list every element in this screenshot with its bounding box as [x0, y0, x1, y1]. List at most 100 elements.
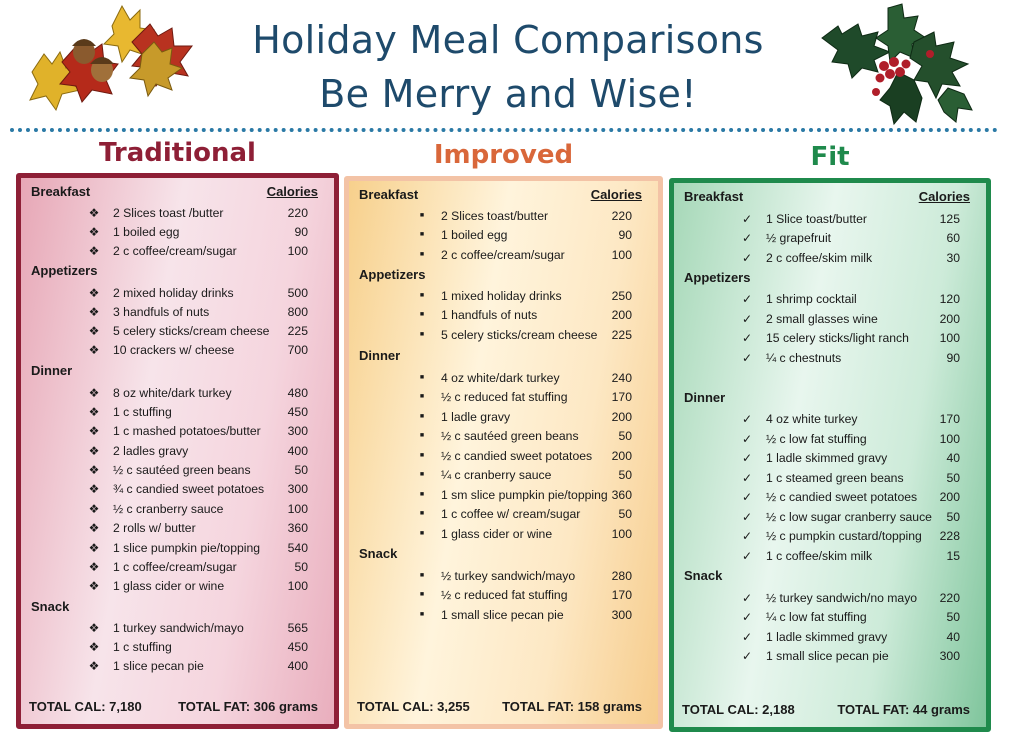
list-item: ■ 2 Slices toast/butter 220 — [349, 207, 658, 225]
list-item: ✓ 2 small glasses wine 200 — [674, 310, 986, 328]
list-item: ✓ 1 ladle skimmed gravy 40 — [674, 628, 986, 646]
diamond-bullet-icon: ❖ — [88, 424, 100, 438]
list-item: ❖ 2 rolls w/ butter 360 — [21, 519, 334, 537]
square-bullet-icon: ■ — [419, 292, 425, 299]
list-item: ■ 1 handfuls of nuts 200 — [349, 306, 658, 324]
diamond-bullet-icon: ❖ — [88, 521, 100, 535]
total-calories: TOTAL CAL: 2,188 — [682, 702, 795, 717]
diamond-bullet-icon: ❖ — [88, 579, 100, 593]
page-title: Holiday Meal Comparisons — [252, 18, 764, 62]
list-item: ✓ ¼ c low fat stuffing 50 — [674, 608, 986, 626]
list-item: ■ 5 celery sticks/cream cheese 225 — [349, 326, 658, 344]
diamond-bullet-icon: ❖ — [88, 621, 100, 635]
diamond-bullet-icon: ❖ — [88, 444, 100, 458]
list-item: ❖ 2 mixed holiday drinks 500 — [21, 284, 334, 302]
section-heading-dinner: Dinner — [31, 363, 73, 378]
square-bullet-icon: ■ — [419, 374, 425, 381]
list-item: ❖ ½ c sautéed green beans 50 — [21, 461, 334, 479]
list-item: ■ 1 small slice pecan pie 300 — [349, 606, 658, 624]
list-item: ❖ 8 oz white/dark turkey 480 — [21, 384, 334, 402]
list-item: ✓ ¼ c chestnuts 90 — [674, 349, 986, 367]
list-item: ✓ 4 oz white turkey 170 — [674, 410, 986, 428]
diamond-bullet-icon: ❖ — [88, 640, 100, 654]
diamond-bullet-icon: ❖ — [88, 225, 100, 239]
square-bullet-icon: ■ — [419, 572, 425, 579]
diamond-bullet-icon: ❖ — [88, 541, 100, 555]
list-item: ■ 2 c coffee/cream/sugar 100 — [349, 246, 658, 264]
square-bullet-icon: ■ — [419, 251, 425, 258]
diamond-bullet-icon: ❖ — [88, 324, 100, 338]
list-item: ✓ 2 c coffee/skim milk 30 — [674, 249, 986, 267]
square-bullet-icon: ■ — [419, 413, 425, 420]
list-item: ❖ 1 boiled egg 90 — [21, 223, 334, 241]
diamond-bullet-icon: ❖ — [88, 482, 100, 496]
checkmark-icon: ✓ — [741, 451, 753, 465]
list-item: ✓ ½ grapefruit 60 — [674, 229, 986, 247]
checkmark-icon: ✓ — [741, 649, 753, 663]
square-bullet-icon: ■ — [419, 510, 425, 517]
list-item: ❖ 2 Slices toast /butter 220 — [21, 204, 334, 222]
total-fat: TOTAL FAT: 158 grams — [502, 699, 642, 714]
list-item: ❖ 2 ladles gravy 400 — [21, 442, 334, 460]
list-item: ❖ 2 c coffee/cream/sugar 100 — [21, 242, 334, 260]
square-bullet-icon: ■ — [419, 611, 425, 618]
list-item: ■ ¼ c cranberry sauce 50 — [349, 466, 658, 484]
autumn-leaves-acorns-icon — [29, 4, 193, 112]
section-heading-appetizers: Appetizers — [684, 270, 751, 285]
square-bullet-icon: ■ — [419, 491, 425, 498]
list-item: ✓ 1 c coffee/skim milk 15 — [674, 547, 986, 565]
checkmark-icon: ✓ — [741, 630, 753, 644]
checkmark-icon: ✓ — [741, 292, 753, 306]
list-item: ■ ½ c reduced fat stuffing 170 — [349, 388, 658, 406]
diamond-bullet-icon: ❖ — [88, 659, 100, 673]
square-bullet-icon: ■ — [419, 212, 425, 219]
holly-berries-icon — [821, 3, 973, 126]
list-item: ❖ 10 crackers w/ cheese 700 — [21, 341, 334, 359]
list-item: ■ ½ c reduced fat stuffing 170 — [349, 586, 658, 604]
list-item: ■ 1 sm slice pumpkin pie/topping 360 — [349, 486, 658, 504]
section-heading-breakfast: Breakfast — [31, 184, 91, 199]
list-item: ❖ 5 celery sticks/cream cheese 225 — [21, 322, 334, 340]
total-fat: TOTAL FAT: 44 grams — [837, 702, 970, 717]
section-heading-snack: Snack — [359, 546, 398, 561]
checkmark-icon: ✓ — [741, 610, 753, 624]
square-bullet-icon: ■ — [419, 530, 425, 537]
checkmark-icon: ✓ — [741, 432, 753, 446]
list-item: ✓ ½ c candied sweet potatoes 200 — [674, 488, 986, 506]
calories-header: Calories — [266, 184, 318, 199]
list-item: ❖ ½ c cranberry sauce 100 — [21, 500, 334, 518]
section-heading-appetizers: Appetizers — [31, 263, 98, 278]
calories-header: Calories — [590, 187, 642, 202]
list-item: ❖ 1 c coffee/cream/sugar 50 — [21, 558, 334, 576]
checkmark-icon: ✓ — [741, 412, 753, 426]
diamond-bullet-icon: ❖ — [88, 244, 100, 258]
list-item: ✓ 1 shrimp cocktail 120 — [674, 290, 986, 308]
list-item: ✓ 1 c steamed green beans 50 — [674, 469, 986, 487]
list-item: ✓ 1 ladle skimmed gravy 40 — [674, 449, 986, 467]
checkmark-icon: ✓ — [741, 549, 753, 563]
checkmark-icon: ✓ — [741, 212, 753, 226]
list-item: ✓ ½ c pumpkin custard/topping 228 — [674, 527, 986, 545]
panel-traditional: Breakfast Calories ❖ 2 Slices toast /butte… — [16, 173, 339, 729]
list-item: ■ 1 c coffee w/ cream/sugar 50 — [349, 505, 658, 523]
list-item: ❖ 1 slice pecan pie 400 — [21, 657, 334, 675]
list-item: ❖ 3 handfuls of nuts 800 — [21, 303, 334, 321]
list-item: ✓ 1 small slice pecan pie 300 — [674, 647, 986, 665]
list-item: ■ 1 boiled egg 90 — [349, 226, 658, 244]
panel-improved: Breakfast Calories ■ 2 Slices toast/butter… — [344, 176, 663, 729]
list-item: ■ ½ c sautéed green beans 50 — [349, 427, 658, 445]
list-item: ■ ½ c candied sweet potatoes 200 — [349, 447, 658, 465]
total-calories: TOTAL CAL: 3,255 — [357, 699, 470, 714]
checkmark-icon: ✓ — [741, 529, 753, 543]
checkmark-icon: ✓ — [741, 510, 753, 524]
diamond-bullet-icon: ❖ — [88, 286, 100, 300]
list-item: ❖ 1 c stuffing 450 — [21, 638, 334, 656]
list-item: ❖ 1 turkey sandwich/mayo 565 — [21, 619, 334, 637]
dotted-divider — [10, 128, 998, 132]
section-heading-dinner: Dinner — [359, 348, 401, 363]
diamond-bullet-icon: ❖ — [88, 206, 100, 220]
list-item: ■ 1 glass cider or wine 100 — [349, 525, 658, 543]
checkmark-icon: ✓ — [741, 312, 753, 326]
column-title-fit: Fit — [810, 142, 850, 172]
diamond-bullet-icon: ❖ — [88, 463, 100, 477]
